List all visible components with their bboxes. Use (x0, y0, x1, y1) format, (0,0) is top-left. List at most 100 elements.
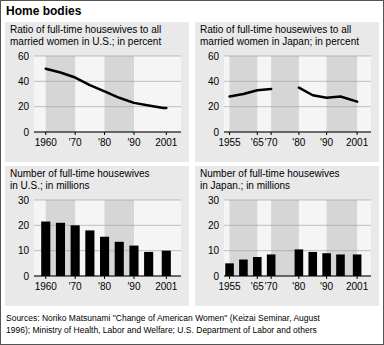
x-tick-label: '90 (127, 137, 140, 148)
plot-stripe (327, 200, 358, 276)
x-tick-label: 1955 (218, 281, 241, 292)
x-tick (133, 276, 134, 279)
y-tick-label: 60 (18, 51, 30, 62)
x-tick-label: '80 (98, 137, 111, 148)
y-tick-label: 20 (18, 101, 30, 112)
plot-bg (224, 200, 371, 276)
x-tick (104, 132, 105, 135)
bar (225, 263, 234, 276)
grid-line (34, 132, 181, 133)
x-tick (166, 132, 167, 135)
plot-stripe (327, 56, 358, 132)
x-tick (357, 276, 358, 279)
bar (56, 223, 65, 276)
bar (71, 225, 80, 276)
marks (46, 69, 167, 108)
x-tick-label: 1960 (35, 281, 58, 292)
bar (308, 252, 317, 276)
x-tick (45, 276, 46, 279)
data-line (230, 88, 358, 102)
x-tick (104, 276, 105, 279)
x-tick (298, 276, 299, 279)
x-tick-label: 2001 (346, 137, 369, 148)
y-tick-label: 20 (208, 220, 220, 231)
grid-line (224, 225, 371, 226)
bar (85, 230, 94, 276)
y-tick-label: 40 (18, 76, 30, 87)
x-tick (45, 132, 46, 135)
grid-line (224, 200, 371, 201)
x-tick (133, 132, 134, 135)
panel-title: Number of full-time housewives (200, 168, 340, 179)
grid-line (34, 56, 181, 57)
x-tick (271, 276, 272, 279)
panel-title: in Japan.; in millions (200, 180, 290, 191)
y-tick-label: 0 (213, 271, 219, 282)
plot-stripe (46, 56, 75, 132)
x-tick (229, 132, 230, 135)
panel: Ratio of full-time housewives to allmarr… (195, 22, 379, 162)
frame (1, 1, 384, 345)
x-tick (257, 132, 258, 135)
x-tick (326, 276, 327, 279)
panel-title: Number of full-time housewives (10, 168, 150, 179)
x-tick-label: '70 (265, 137, 278, 148)
plot-bg (34, 200, 181, 276)
bar (322, 253, 331, 276)
bar (129, 246, 138, 276)
y-tick-label: 30 (208, 195, 220, 206)
bar (253, 257, 262, 276)
panel-title: Ratio of full-time housewives to all (200, 24, 351, 35)
y-tick-label: 30 (18, 195, 30, 206)
y-tick-label: 10 (208, 245, 220, 256)
x-tick-label: '65 (251, 281, 264, 292)
y-tick-label: 20 (208, 101, 220, 112)
panel-bg (5, 166, 189, 306)
grid-line (224, 56, 371, 57)
y-tick-label: 0 (213, 127, 219, 138)
x-tick-label: '90 (320, 137, 333, 148)
panel-title: in U.S.; in millions (10, 180, 89, 191)
x-tick (257, 276, 258, 279)
x-axis (34, 132, 181, 133)
y-tick-label: 40 (208, 76, 220, 87)
y-tick-label: 0 (23, 271, 29, 282)
grid-line (34, 200, 181, 201)
x-tick-label: '80 (292, 137, 305, 148)
source-note: 1996); Ministry of Health, Labor and Wel… (6, 325, 317, 335)
x-tick-label: '70 (69, 281, 82, 292)
panel: Number of full-time housewivesin U.S.; i… (5, 166, 189, 306)
x-tick-label: 2001 (155, 137, 178, 148)
x-tick-label: '70 (265, 281, 278, 292)
bar (336, 254, 345, 276)
grid-line (34, 81, 181, 82)
y-tick-label: 10 (18, 245, 30, 256)
bar (162, 251, 171, 276)
x-tick-label: '90 (127, 281, 140, 292)
panel-title: Ratio of full-time housewives to all (10, 24, 161, 35)
chart-root: Home bodies Ratio of full-time housewives… (0, 0, 384, 345)
x-tick-label: '80 (292, 281, 305, 292)
x-tick (357, 132, 358, 135)
panel-title: married women in U.S.; in percent (10, 36, 161, 47)
x-tick (271, 132, 272, 135)
panel-bg (195, 22, 379, 162)
y-tick-label: 0 (23, 127, 29, 138)
y-tick-label: 60 (208, 51, 220, 62)
plot-stripe (271, 56, 299, 132)
x-tick-label: 2001 (346, 281, 369, 292)
bar (239, 260, 248, 276)
panel-bg (5, 22, 189, 162)
x-tick (166, 276, 167, 279)
main-title: Home bodies (6, 4, 82, 18)
panel: Number of full-time housewivesin Japan.;… (195, 166, 379, 306)
marks (230, 88, 358, 102)
marks (41, 222, 171, 276)
x-tick-label: '70 (69, 137, 82, 148)
x-tick (298, 132, 299, 135)
x-tick-label: 2001 (155, 281, 178, 292)
x-tick (75, 276, 76, 279)
x-tick-label: '65 (251, 137, 264, 148)
chart-svg: Home bodies Ratio of full-time housewives… (0, 0, 384, 345)
marks (225, 249, 361, 276)
